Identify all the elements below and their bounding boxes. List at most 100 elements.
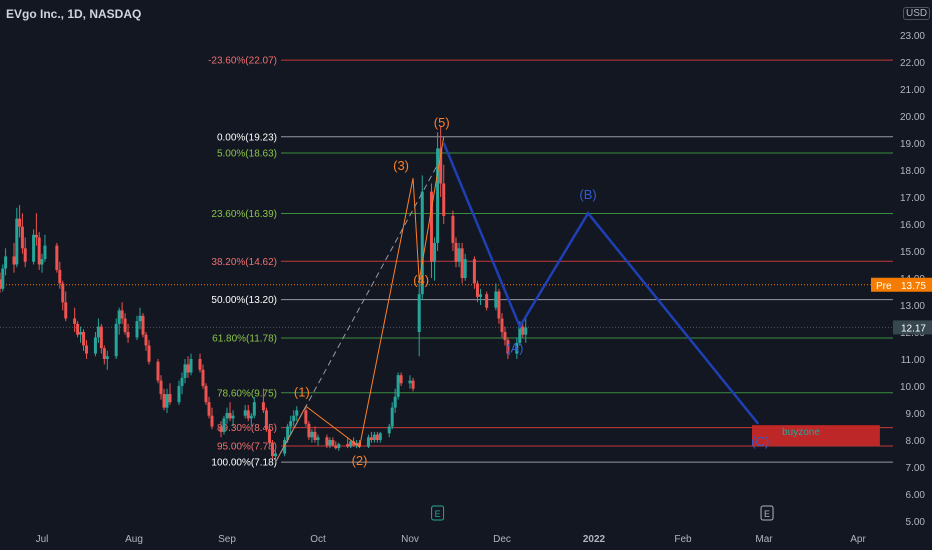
candle-body — [123, 318, 127, 332]
candle-body — [472, 259, 476, 284]
candle-body — [162, 394, 166, 408]
candle-body — [375, 434, 379, 440]
price-badges: Pre 13.75 12.17 — [871, 277, 932, 335]
candle-body — [64, 302, 68, 319]
candle-body — [274, 453, 278, 457]
candle-body — [457, 248, 461, 262]
candle-body — [337, 444, 341, 449]
candle-body — [328, 440, 332, 446]
fib-level-label: -23.60%(22.07) — [208, 56, 277, 67]
candle-body — [454, 242, 458, 262]
earnings-marker[interactable] — [431, 505, 445, 521]
y-tick-label: 16.00 — [900, 220, 925, 231]
candle-body — [186, 364, 190, 373]
candle-body — [189, 359, 193, 373]
candle-body — [387, 426, 391, 434]
candle-body — [20, 226, 24, 249]
fib-level-label: 50.00%(13.20) — [211, 295, 277, 306]
corrective-wave-label: (B) — [579, 187, 596, 202]
candle-body — [390, 407, 394, 427]
buyzone-area[interactable]: buyzone — [752, 425, 880, 446]
x-tick-label: Jul — [36, 534, 49, 545]
candle-body — [334, 445, 338, 449]
y-tick-label: 5.00 — [906, 517, 926, 528]
fib-level-label: 95.00%(7.78) — [217, 441, 277, 452]
x-tick-label: Nov — [401, 534, 419, 545]
fib-level-label: 0.00%(19.23) — [217, 132, 277, 143]
candle-body — [4, 256, 8, 269]
candlesticks — [0, 126, 528, 463]
impulse-wave-label: (3) — [393, 158, 409, 173]
candle-body — [420, 191, 424, 295]
candle-body — [156, 361, 160, 381]
candle-body — [366, 437, 370, 447]
candle-body — [506, 340, 510, 354]
candle-body — [183, 364, 187, 378]
x-tick-label: Mar — [755, 534, 773, 545]
candle-body — [147, 345, 151, 362]
candle-body — [451, 215, 455, 243]
candle-body — [144, 334, 148, 346]
fib-level-label: 78.60%(9.75) — [217, 388, 277, 399]
candle-body — [439, 148, 443, 184]
candle-body — [292, 415, 296, 422]
candle-body — [497, 291, 501, 319]
impulse-wave-label: (5) — [434, 115, 450, 130]
x-tick-label: Feb — [674, 534, 692, 545]
candle-body — [114, 323, 118, 357]
candle-body — [12, 256, 16, 265]
candle-body — [304, 410, 308, 424]
candle-body — [207, 402, 211, 416]
candle-body — [295, 410, 299, 416]
candle-body — [180, 377, 184, 386]
candle-body — [393, 396, 397, 408]
pre-market-badge — [871, 277, 932, 292]
candle-body — [82, 332, 86, 346]
candle-body — [310, 431, 314, 438]
candle-body — [168, 394, 172, 403]
candle-body — [475, 283, 479, 297]
candle-body — [210, 415, 214, 427]
candle-body — [34, 234, 38, 238]
y-tick-label: 17.00 — [900, 193, 925, 204]
fib-level-label: 38.20%(14.62) — [211, 257, 277, 268]
candle-body — [396, 375, 400, 397]
candle-body — [289, 421, 293, 427]
candle-body — [61, 283, 65, 303]
candle-body — [43, 245, 47, 260]
y-tick-label: 18.00 — [900, 166, 925, 177]
buyzone-rect[interactable] — [752, 425, 880, 446]
earnings-marker[interactable] — [760, 505, 774, 521]
pre-market-badge-value: 13.75 — [901, 281, 926, 292]
projection-dashed-line[interactable] — [275, 164, 439, 463]
candle-body — [117, 310, 121, 324]
candle-body — [126, 332, 130, 338]
candle-body — [372, 434, 376, 440]
candle-body — [503, 332, 507, 341]
fibonacci-retracement[interactable]: -23.60%(22.07) 0.00%(19.23) 5.00%(18.63) 23… — [208, 56, 893, 469]
fib-level-label: 89.30%(8.46) — [217, 423, 277, 434]
candle-body — [198, 359, 202, 370]
candle-body — [204, 386, 208, 403]
candle-body — [177, 386, 181, 403]
candle-body — [267, 429, 271, 443]
fib-level-label: 100.00%(7.18) — [211, 458, 277, 469]
x-tick-label: 2022 — [583, 534, 606, 545]
candle-body — [76, 323, 80, 335]
candle-body — [331, 440, 335, 446]
corrective-wave-line[interactable] — [442, 142, 760, 425]
time-axis[interactable]: Jul Aug Sep Oct Nov Dec 2022 Feb Mar Apr — [36, 534, 867, 545]
candle-body — [283, 440, 287, 454]
currency-badge[interactable]: USD — [903, 7, 931, 20]
chart-title: EVgo Inc., 1D, NASDAQ — [6, 7, 142, 21]
candle-body — [159, 380, 163, 395]
price-lines — [0, 284, 893, 328]
elliott-waves[interactable]: (1) (2) (3) (4) (5) (A) (B) (C) — [275, 115, 770, 468]
candle-body — [141, 315, 145, 335]
candle-body — [313, 431, 317, 440]
candle-body — [85, 345, 89, 354]
y-tick-label: 11.00 — [901, 355, 926, 366]
candle-body — [231, 415, 235, 419]
